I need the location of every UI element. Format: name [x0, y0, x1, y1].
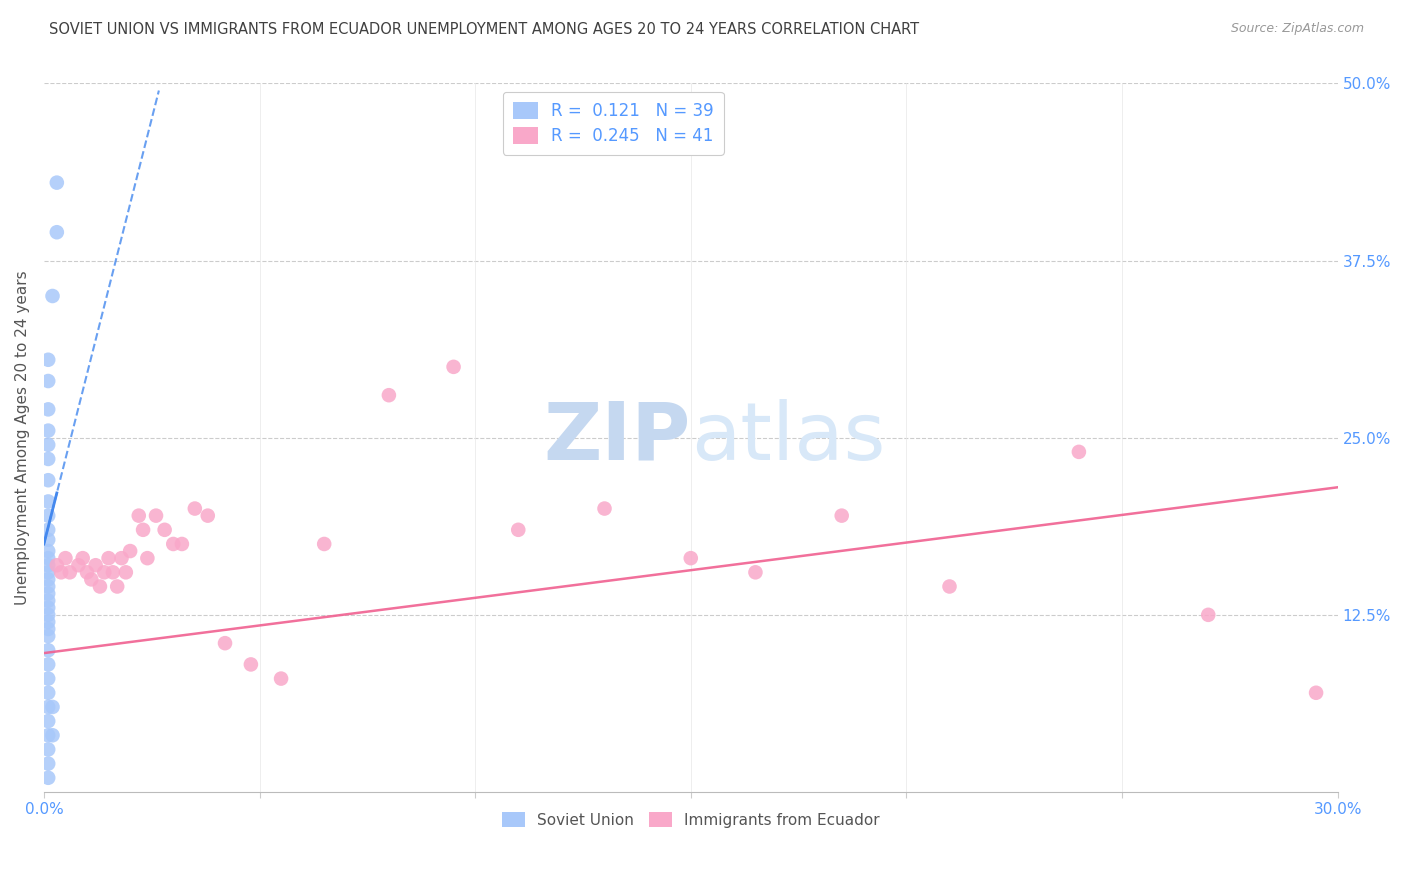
Point	[37, 508, 59, 523]
Point	[37, 494, 59, 508]
Point	[84, 558, 107, 573]
Point	[270, 672, 292, 686]
Point	[37, 573, 59, 587]
Point	[37, 586, 59, 600]
Point	[37, 402, 59, 417]
Point	[41, 289, 63, 303]
Point	[744, 566, 766, 580]
Point	[45, 558, 67, 573]
Y-axis label: Unemployment Among Ages 20 to 24 years: Unemployment Among Ages 20 to 24 years	[15, 270, 30, 605]
Point	[831, 508, 853, 523]
Point	[45, 176, 67, 190]
Point	[184, 501, 207, 516]
Point	[145, 508, 167, 523]
Point	[37, 771, 59, 785]
Point	[37, 657, 59, 672]
Point	[170, 537, 193, 551]
Point	[37, 643, 59, 657]
Point	[37, 533, 59, 547]
Point	[128, 508, 150, 523]
Point	[80, 573, 103, 587]
Point	[41, 700, 63, 714]
Point	[45, 225, 67, 239]
Point	[132, 523, 155, 537]
Point	[110, 551, 132, 566]
Point	[508, 523, 530, 537]
Point	[136, 551, 159, 566]
Point	[97, 551, 120, 566]
Legend: Soviet Union, Immigrants from Ecuador: Soviet Union, Immigrants from Ecuador	[496, 805, 886, 834]
Point	[55, 551, 77, 566]
Point	[76, 566, 98, 580]
Text: SOVIET UNION VS IMMIGRANTS FROM ECUADOR UNEMPLOYMENT AMONG AGES 20 TO 24 YEARS C: SOVIET UNION VS IMMIGRANTS FROM ECUADOR …	[49, 22, 920, 37]
Point	[49, 566, 72, 580]
Point	[37, 473, 59, 487]
Point	[378, 388, 401, 402]
Point	[37, 544, 59, 558]
Point	[162, 537, 184, 551]
Point	[1067, 445, 1090, 459]
Point	[153, 523, 176, 537]
Point	[37, 742, 59, 756]
Point	[37, 700, 59, 714]
Point	[41, 728, 63, 742]
Point	[105, 579, 128, 593]
Point	[593, 501, 616, 516]
Point	[93, 566, 115, 580]
Point	[101, 566, 124, 580]
Point	[197, 508, 219, 523]
Point	[37, 523, 59, 537]
Point	[443, 359, 465, 374]
Text: Source: ZipAtlas.com: Source: ZipAtlas.com	[1230, 22, 1364, 36]
Point	[37, 424, 59, 438]
Point	[37, 452, 59, 467]
Point	[89, 579, 111, 593]
Point	[37, 615, 59, 629]
Point	[37, 551, 59, 566]
Point	[114, 566, 136, 580]
Point	[37, 629, 59, 643]
Point	[37, 622, 59, 636]
Point	[938, 579, 960, 593]
Point	[37, 714, 59, 728]
Point	[37, 728, 59, 742]
Point	[67, 558, 90, 573]
Point	[239, 657, 262, 672]
Point	[37, 686, 59, 700]
Point	[679, 551, 702, 566]
Point	[214, 636, 236, 650]
Point	[120, 544, 142, 558]
Point	[37, 672, 59, 686]
Point	[72, 551, 94, 566]
Point	[1197, 607, 1219, 622]
Point	[37, 579, 59, 593]
Point	[37, 438, 59, 452]
Point	[37, 558, 59, 573]
Point	[1305, 686, 1327, 700]
Point	[37, 374, 59, 388]
Point	[37, 352, 59, 367]
Point	[59, 566, 82, 580]
Point	[37, 600, 59, 615]
Point	[37, 566, 59, 580]
Point	[37, 607, 59, 622]
Point	[314, 537, 336, 551]
Text: ZIP: ZIP	[544, 399, 690, 476]
Point	[37, 756, 59, 771]
Point	[37, 593, 59, 607]
Text: atlas: atlas	[690, 399, 886, 476]
